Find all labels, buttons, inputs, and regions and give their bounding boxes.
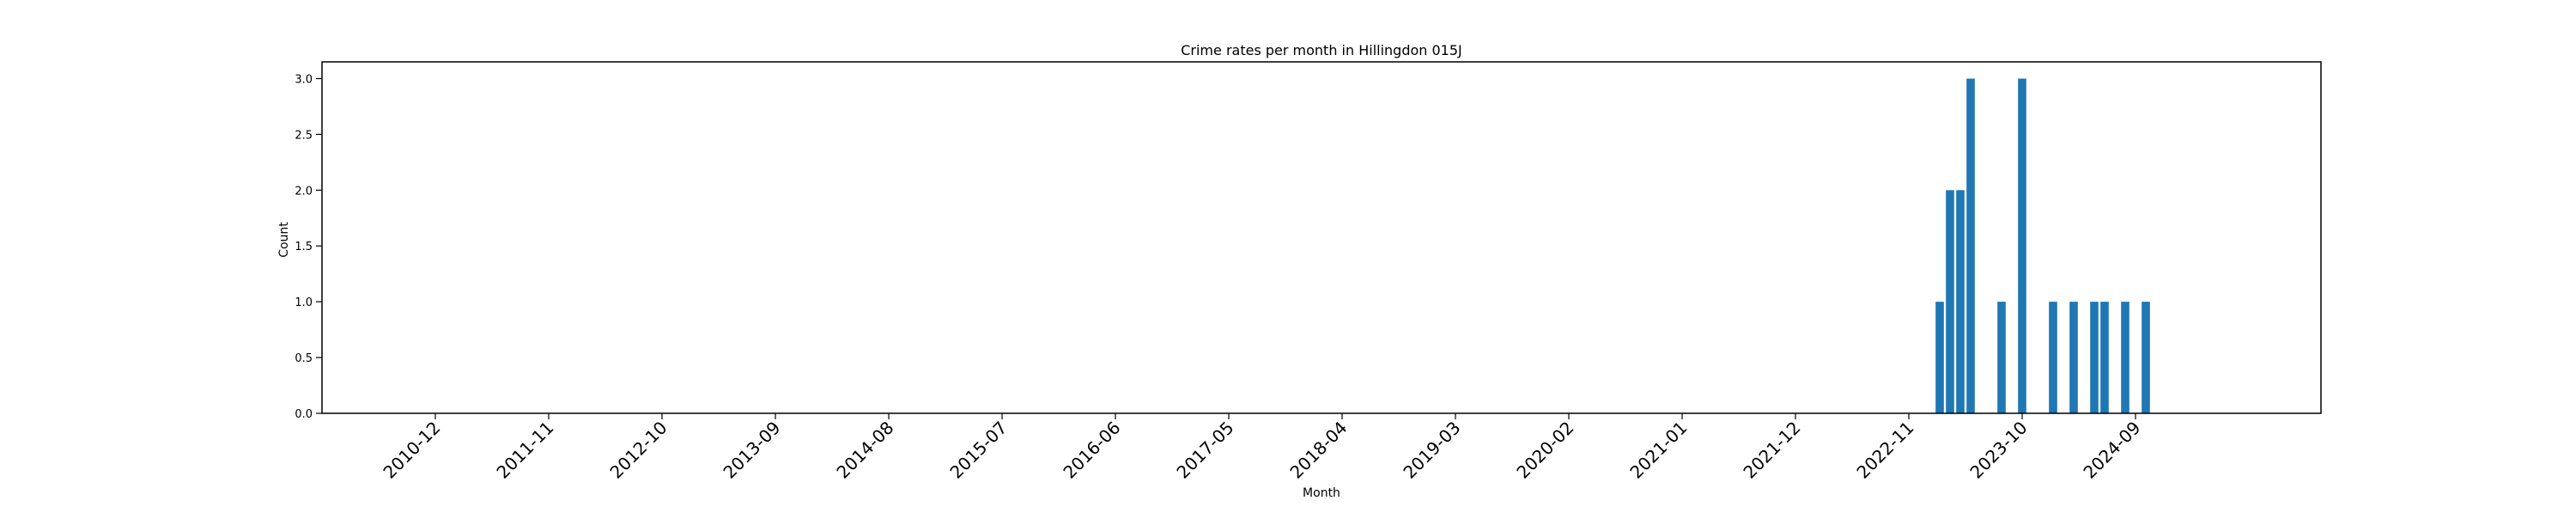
bar-2023-02 [1935,302,1944,413]
y-axis-label: Count [277,222,291,258]
bar-2023-05 [1966,78,1975,413]
x-tick-label: 2014-08 [832,418,897,483]
x-tick-label: 2017-05 [1172,418,1237,483]
bar-2024-06 [2100,302,2109,413]
bar-2024-03 [2069,302,2078,413]
y-tick-label: 1.5 [295,241,313,253]
bar-2024-08 [2121,302,2129,413]
bar-2024-05 [2090,302,2099,413]
x-tick-label: 2019-03 [1399,418,1464,483]
x-tick-label: 2021-01 [1625,418,1691,483]
plot-area-frame [321,61,2322,414]
x-tick-label: 2023-10 [1965,418,2031,483]
bar-series [1935,78,2150,414]
y-tick-label: 2.5 [295,129,313,142]
bar-2023-10 [2018,78,2026,413]
y-tick-label: 0.0 [295,408,313,421]
x-tick-label: 2020-02 [1512,418,1577,483]
y-tick-label: 1.0 [295,296,313,309]
x-axis-ticks: 2010-12 2011-11 2012-10 2013-09 2014-08 2015-… [379,413,2145,483]
x-tick-label: 2010-12 [379,418,444,483]
y-tick-label: 3.0 [295,73,313,86]
x-axis-label: Month [1303,486,1340,500]
x-tick-label: 2012-10 [605,418,671,483]
bar-2023-03 [1946,190,1954,414]
x-tick-label: 2015-07 [945,418,1011,483]
bar-2024-01 [2049,302,2057,413]
y-axis-ticks: 0.0 0.5 1.0 1.5 2.0 2.5 3.0 [295,73,322,421]
x-tick-label: 2016-06 [1059,418,1124,483]
x-tick-label: 2024-09 [2079,418,2144,483]
y-tick-label: 2.0 [295,185,313,198]
x-tick-label: 2018-04 [1285,418,1351,483]
bar-2023-08 [1997,302,2006,413]
y-tick-label: 0.5 [295,352,313,365]
chart-title: Crime rates per month in Hillingdon 015J [1181,42,1462,58]
bar-2023-04 [1956,190,1965,414]
bar-2024-10 [2142,302,2150,413]
x-tick-label: 2011-11 [492,418,557,483]
x-tick-label: 2021-12 [1739,418,1804,483]
x-tick-label: 2013-09 [719,418,784,483]
x-tick-label: 2022-11 [1852,418,1917,483]
